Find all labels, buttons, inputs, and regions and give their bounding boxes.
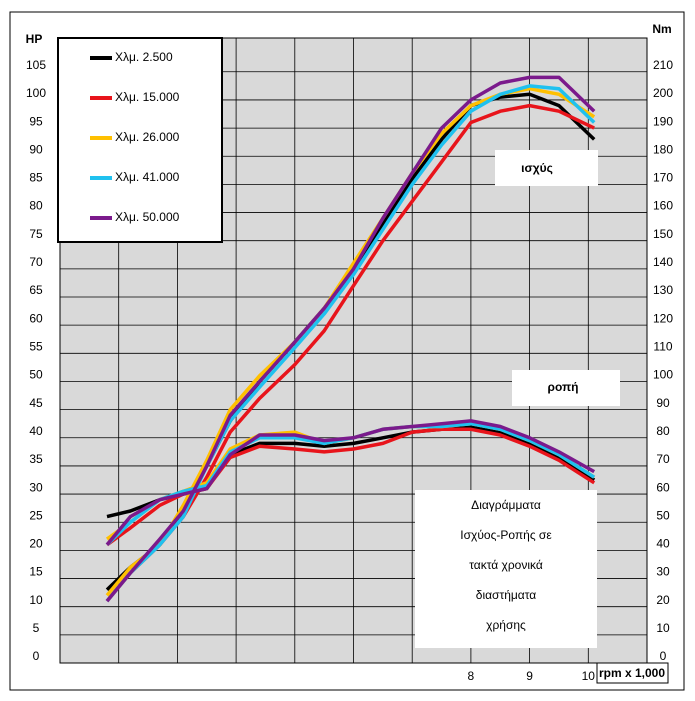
y2-tick-label: 40 [656,537,670,551]
caption-line: Ισχύος-Ροπής σε [460,528,552,542]
power-line [105,84,596,603]
legend-label: Χλμ. 41.000 [115,170,180,184]
power-line [105,75,596,603]
caption-line: Διαγράμματα [471,498,541,512]
y-tick-label: 40 [29,424,43,438]
y-tick-label: 65 [29,283,43,297]
y2-tick-label: 60 [656,480,670,494]
y-tick-label: 5 [33,621,40,635]
y-tick-label: 75 [29,227,43,241]
y-tick-label: 50 [29,368,43,382]
y2-tick-label: 200 [653,86,673,100]
y2-tick-label: 0 [660,649,667,663]
y2-tick-label: 20 [656,593,670,607]
y2-tick-label: 130 [653,283,673,297]
power-label-box [495,150,598,186]
y-tick-label: 85 [29,171,43,185]
y-tick-label: 105 [26,58,46,72]
y2-tick-label: 50 [656,508,670,522]
y2-tick-label: 210 [653,58,673,72]
y-tick-label: 55 [29,339,43,353]
y2-tick-label: 180 [653,142,673,156]
y-tick-label: 30 [29,480,43,494]
y2-tick-label: 110 [653,339,672,353]
y-tick-label: 20 [29,537,43,551]
y-tick-label: 80 [29,199,43,213]
y2-tick-label: 70 [656,452,670,466]
y2-tick-label: 10 [656,621,670,635]
y-tick-label: 90 [29,142,43,156]
y2-tick-label: 120 [653,311,673,325]
x-axis-label: rpm x 1,000 [599,666,665,680]
caption-line: τακτά χρονικά [469,558,543,572]
y2-tick-label: 150 [653,227,673,241]
y-axis-label: HP [26,32,43,46]
torque-line [105,419,596,546]
torque-label: ροπή [548,380,579,394]
power-label: ισχύς [521,161,553,175]
caption-line: χρήσης [486,618,526,632]
x-tick-label: 10 [582,669,596,683]
caption-line: διαστήματα [476,588,537,602]
y2-tick-label: 80 [656,424,670,438]
y2-tick-label: 170 [653,171,673,185]
y-tick-label: 95 [29,114,43,128]
y2-tick-label: 140 [653,255,673,269]
y2-tick-label: 30 [656,565,670,579]
y-tick-label: 45 [29,396,43,410]
legend-entries: Χλμ. 2.500 Χλμ. 15.000 Χλμ. 26.000 Χλμ. 41.… [90,50,180,224]
x-tick-label: 9 [526,669,533,683]
y-tick-label: 70 [29,255,43,269]
y-tick-label: 15 [29,565,43,579]
lines [105,75,596,603]
legend-label: Χλμ. 50.000 [115,210,180,224]
y2-tick-label: 190 [653,114,673,128]
legend-label: Χλμ. 26.000 [115,130,180,144]
y2-tick-label: 160 [653,199,673,213]
legend [57,37,223,243]
y2-tick-label: 100 [653,368,673,382]
y-tick-label: 0 [33,649,40,663]
y-tick-label: 10 [29,593,43,607]
y-tick-label: 35 [29,452,43,466]
legend-label: Χλμ. 15.000 [115,90,180,104]
torque-label-box [512,370,620,406]
caption-box [415,490,597,648]
y-tick-label: 60 [29,311,43,325]
y-tick-label: 25 [29,508,43,522]
legend-label: Χλμ. 2.500 [115,50,173,64]
y-tick-label: 100 [26,86,46,100]
x-tick-label: 8 [468,669,475,683]
y2-axis-label: Nm [652,22,671,36]
y2-tick-label: 90 [656,396,670,410]
x-label-box [596,662,669,684]
